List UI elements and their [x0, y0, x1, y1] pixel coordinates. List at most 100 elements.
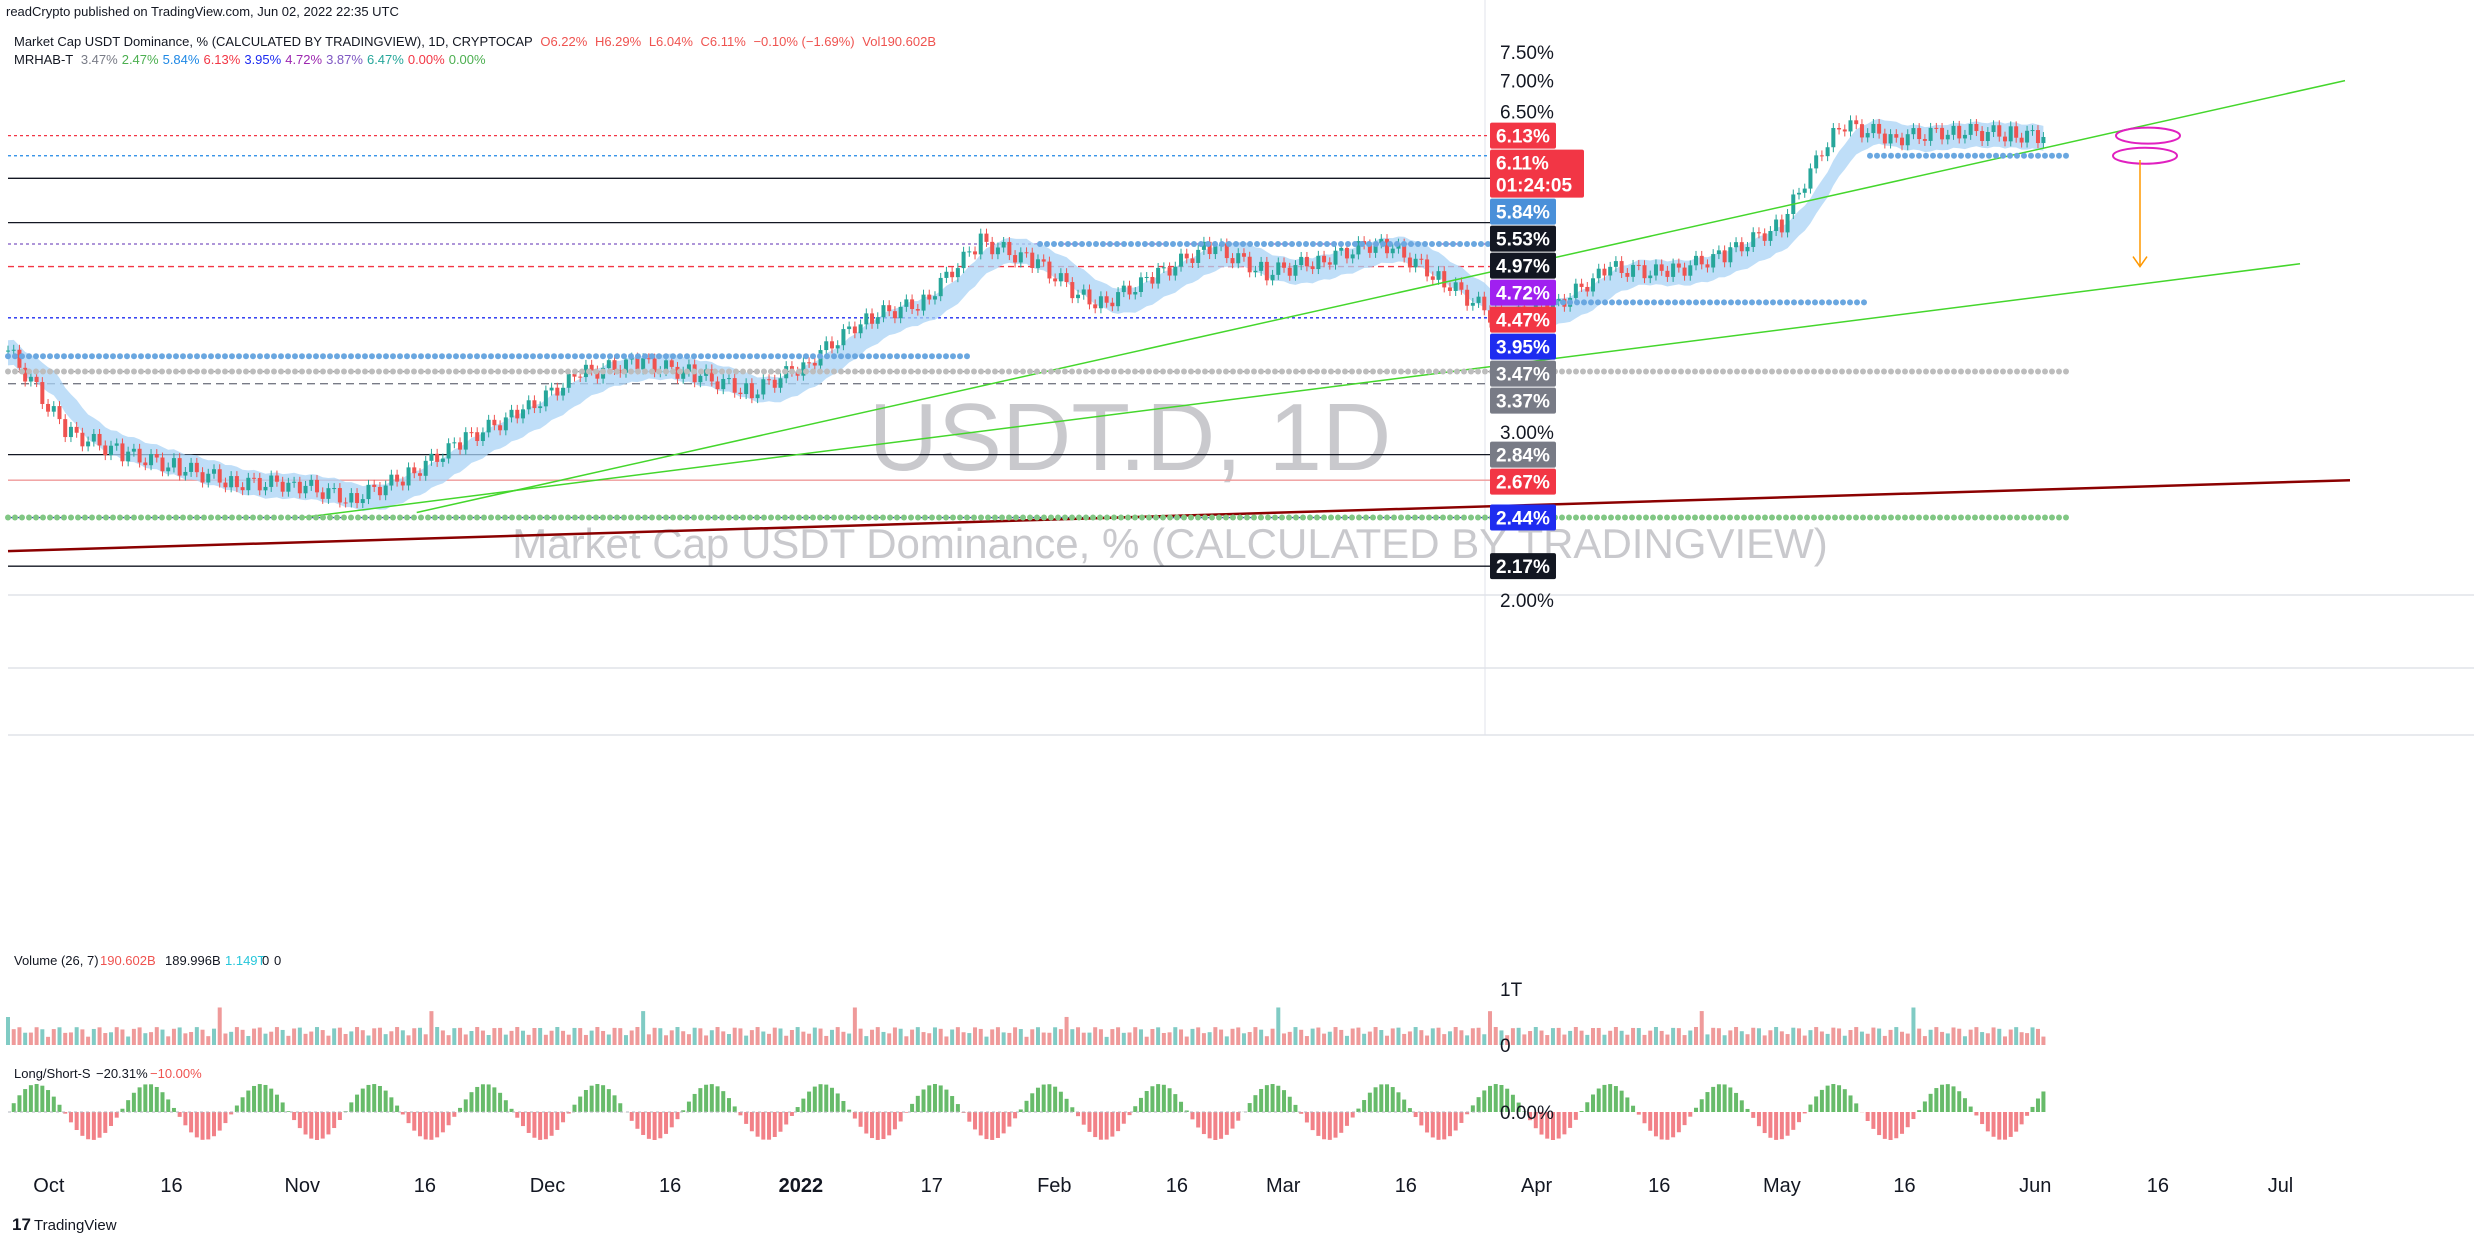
candle-body[interactable] — [11, 349, 16, 351]
candle-body[interactable] — [108, 445, 113, 456]
candle-body[interactable] — [1018, 252, 1023, 263]
candle-body[interactable] — [686, 364, 691, 372]
candle-body[interactable] — [1940, 127, 1945, 140]
target-ellipse[interactable] — [2115, 126, 2181, 145]
candle-body[interactable] — [1447, 287, 1452, 291]
candle-body[interactable] — [1144, 276, 1149, 278]
candle-body[interactable] — [1974, 124, 1979, 132]
candle-body[interactable] — [1900, 137, 1905, 146]
candle-body[interactable] — [1087, 289, 1092, 305]
candle-body[interactable] — [1276, 262, 1281, 275]
candle-body[interactable] — [1934, 127, 1939, 129]
candle-body[interactable] — [881, 305, 886, 318]
candle-body[interactable] — [1476, 296, 1481, 303]
candle-body[interactable] — [51, 406, 56, 412]
candle-body[interactable] — [847, 326, 852, 330]
candle-body[interactable] — [1453, 282, 1458, 291]
candle-body[interactable] — [2019, 137, 2024, 143]
candle-body[interactable] — [68, 426, 73, 438]
candle-body[interactable] — [63, 419, 68, 438]
candle-body[interactable] — [1133, 291, 1138, 295]
candle-body[interactable] — [1098, 296, 1103, 309]
price-badge[interactable] — [1490, 149, 1584, 198]
candle-body[interactable] — [206, 473, 211, 483]
candle-body[interactable] — [1259, 261, 1264, 271]
candle-body[interactable] — [1190, 258, 1195, 263]
candle-body[interactable] — [978, 233, 983, 255]
candle-body[interactable] — [1819, 155, 1824, 157]
candle-body[interactable] — [1882, 133, 1887, 144]
candle-body[interactable] — [1585, 286, 1590, 292]
candle-body[interactable] — [343, 502, 348, 504]
candle-body[interactable] — [1213, 246, 1218, 255]
candle-body[interactable] — [1333, 250, 1338, 265]
candle-body[interactable] — [772, 379, 777, 388]
candle-body[interactable] — [200, 472, 205, 483]
candle-body[interactable] — [332, 488, 337, 490]
candle-body[interactable] — [709, 369, 714, 382]
candle-body[interactable] — [732, 378, 737, 393]
price-badge[interactable] — [1490, 553, 1556, 580]
candle-body[interactable] — [292, 481, 297, 483]
candle-body[interactable] — [143, 462, 148, 466]
candle-body[interactable] — [950, 271, 955, 278]
candle-body[interactable] — [1825, 147, 1830, 157]
price-scale[interactable]: 7.50%7.00%6.50%3.00%2.00%6.13%6.11%01:24… — [1490, 43, 1584, 612]
candle-body[interactable] — [1613, 261, 1618, 267]
candle-body[interactable] — [246, 477, 251, 491]
candle-body[interactable] — [1081, 289, 1086, 295]
candle-body[interactable] — [932, 296, 937, 300]
candle-body[interactable] — [1688, 265, 1693, 276]
candle-body[interactable] — [1997, 125, 2002, 137]
candle-body[interactable] — [40, 382, 45, 404]
candle-body[interactable] — [1922, 139, 1927, 141]
candle-body[interactable] — [1070, 282, 1075, 299]
candle-body[interactable] — [1751, 232, 1756, 247]
candle-body[interactable] — [503, 417, 508, 431]
candle-body[interactable] — [755, 394, 760, 399]
candle-body[interactable] — [1894, 134, 1899, 138]
candle-body[interactable] — [1745, 246, 1750, 252]
candle-body[interactable] — [1905, 134, 1910, 146]
candle-body[interactable] — [1573, 283, 1578, 298]
candle-body[interactable] — [875, 317, 880, 324]
candle-body[interactable] — [852, 326, 857, 334]
trend-lines[interactable] — [5, 79, 2351, 553]
candle-body[interactable] — [28, 376, 33, 382]
candle-body[interactable] — [1871, 123, 1876, 134]
candle-body[interactable] — [1968, 124, 1973, 135]
candle-body[interactable] — [721, 378, 726, 390]
price-badge[interactable] — [1490, 468, 1556, 495]
candle-body[interactable] — [944, 271, 949, 278]
candle-body[interactable] — [2035, 130, 2040, 144]
candle-body[interactable] — [1945, 134, 1950, 140]
candle-body[interactable] — [984, 233, 989, 242]
candle-body[interactable] — [1316, 255, 1321, 270]
candle-body[interactable] — [526, 400, 531, 410]
candle-body[interactable] — [1264, 261, 1269, 281]
candle-body[interactable] — [91, 433, 96, 442]
candle-body[interactable] — [475, 432, 480, 442]
candle-body[interactable] — [1957, 125, 1962, 139]
candle-body[interactable] — [1247, 256, 1252, 273]
horizontal-levels[interactable] — [8, 134, 1492, 567]
price-badge[interactable] — [1490, 504, 1556, 531]
candle-body[interactable] — [194, 462, 199, 473]
candle-body[interactable] — [778, 378, 783, 388]
candle-body[interactable] — [1356, 241, 1361, 255]
candle-body[interactable] — [1985, 132, 1990, 142]
candle-body[interactable] — [2008, 126, 2013, 142]
candle-body[interactable] — [1236, 253, 1241, 264]
candle-body[interactable] — [1596, 268, 1601, 279]
candle-body[interactable] — [646, 358, 651, 360]
candle-body[interactable] — [326, 488, 331, 499]
candle-body[interactable] — [1024, 252, 1029, 254]
candle-body[interactable] — [1636, 264, 1641, 266]
candle-body[interactable] — [234, 476, 239, 488]
candle-body[interactable] — [412, 467, 417, 474]
candle-body[interactable] — [1991, 125, 1996, 133]
candle-body[interactable] — [1293, 265, 1298, 276]
candle-body[interactable] — [1350, 254, 1355, 259]
candle-body[interactable] — [669, 360, 674, 367]
